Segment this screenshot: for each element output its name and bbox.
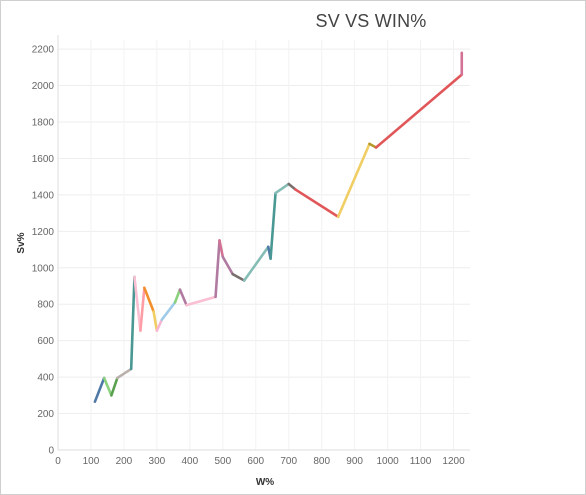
line-segment: [152, 310, 159, 332]
data-point: [222, 256, 224, 258]
line-segment: [231, 272, 246, 282]
line-segment: [374, 73, 464, 149]
line-segment: [110, 376, 119, 397]
y-tick-label: 1000: [32, 263, 55, 274]
data-point: [110, 394, 112, 396]
y-tick-label: 1800: [32, 118, 55, 129]
axes: 0200400600800100012001400160018002000220…: [32, 35, 470, 467]
line-segment: [287, 182, 297, 191]
data-point: [218, 239, 220, 241]
x-tick-label: 1100: [410, 456, 432, 467]
line-segment: [294, 188, 340, 219]
x-tick-label: 300: [149, 456, 166, 467]
x-tick-label: 800: [313, 456, 330, 467]
y-axis-title: Sv%: [16, 232, 27, 253]
line-segment: [336, 142, 371, 219]
line-segment: [102, 376, 113, 397]
data-point: [294, 188, 296, 190]
y-tick-label: 800: [37, 300, 54, 311]
data-point: [133, 276, 135, 278]
data-point: [461, 52, 463, 54]
data-point: [231, 273, 233, 275]
y-tick-label: 1600: [32, 154, 55, 165]
line-segment: [178, 288, 188, 307]
data-point: [152, 310, 154, 312]
line-segment: [173, 288, 182, 304]
y-tick-label: 200: [37, 409, 54, 420]
y-tick-label: 400: [37, 373, 54, 384]
y-tick-label: 2200: [32, 45, 55, 56]
x-tick-label: 400: [181, 456, 198, 467]
line-segment: [139, 286, 146, 332]
line-segment: [155, 318, 164, 332]
y-tick-label: 1400: [32, 190, 55, 201]
data-point: [267, 246, 269, 248]
line-segment: [218, 239, 225, 259]
data-point: [274, 192, 276, 194]
y-tick-label: 600: [37, 336, 54, 347]
x-tick-label: 500: [214, 456, 231, 467]
x-tick-label: 600: [247, 456, 264, 467]
line-segment: [242, 245, 270, 282]
x-tick-label: 100: [83, 456, 100, 467]
data-point: [375, 146, 377, 148]
data-point: [337, 216, 339, 218]
y-tick-label: 2000: [32, 81, 55, 92]
data-point: [130, 368, 132, 370]
x-tick-label: 700: [280, 456, 297, 467]
data-point: [103, 377, 105, 379]
chart-title: SV VS WIN%: [315, 11, 427, 31]
data-point: [243, 279, 245, 281]
line-segment: [116, 367, 133, 380]
x-axis-title: W%: [256, 477, 274, 488]
data-point: [143, 287, 145, 289]
x-tick-label: 1200: [442, 456, 465, 467]
data-point: [269, 257, 271, 259]
line-segment: [214, 239, 221, 299]
x-tick-label: 900: [346, 456, 363, 467]
line-segment: [143, 286, 155, 313]
y-tick-label: 0: [48, 446, 54, 457]
data-point: [179, 288, 181, 290]
y-tick-label: 1200: [32, 227, 55, 238]
line-segment: [221, 255, 234, 276]
data-point: [174, 301, 176, 303]
line-segment: [93, 376, 106, 404]
line-segment: [160, 301, 177, 322]
data-point: [214, 296, 216, 298]
data-point: [185, 304, 187, 306]
gridlines: [57, 40, 470, 451]
line-segment: [129, 275, 136, 371]
data-point: [368, 143, 370, 145]
line-segment: [133, 275, 142, 332]
data-point: [116, 377, 118, 379]
x-tick-label: 1000: [376, 456, 399, 467]
data-point: [156, 329, 158, 331]
data-point: [288, 183, 290, 185]
line-segment: [274, 182, 291, 195]
series-line: [93, 51, 464, 404]
data-point: [161, 319, 163, 321]
line-segment: [185, 295, 217, 307]
data-point: [139, 329, 141, 331]
x-tick-label: 0: [55, 456, 61, 467]
x-tick-label: 200: [116, 456, 133, 467]
line-segment: [269, 191, 277, 260]
data-point: [94, 401, 96, 403]
data-point: [461, 73, 463, 75]
